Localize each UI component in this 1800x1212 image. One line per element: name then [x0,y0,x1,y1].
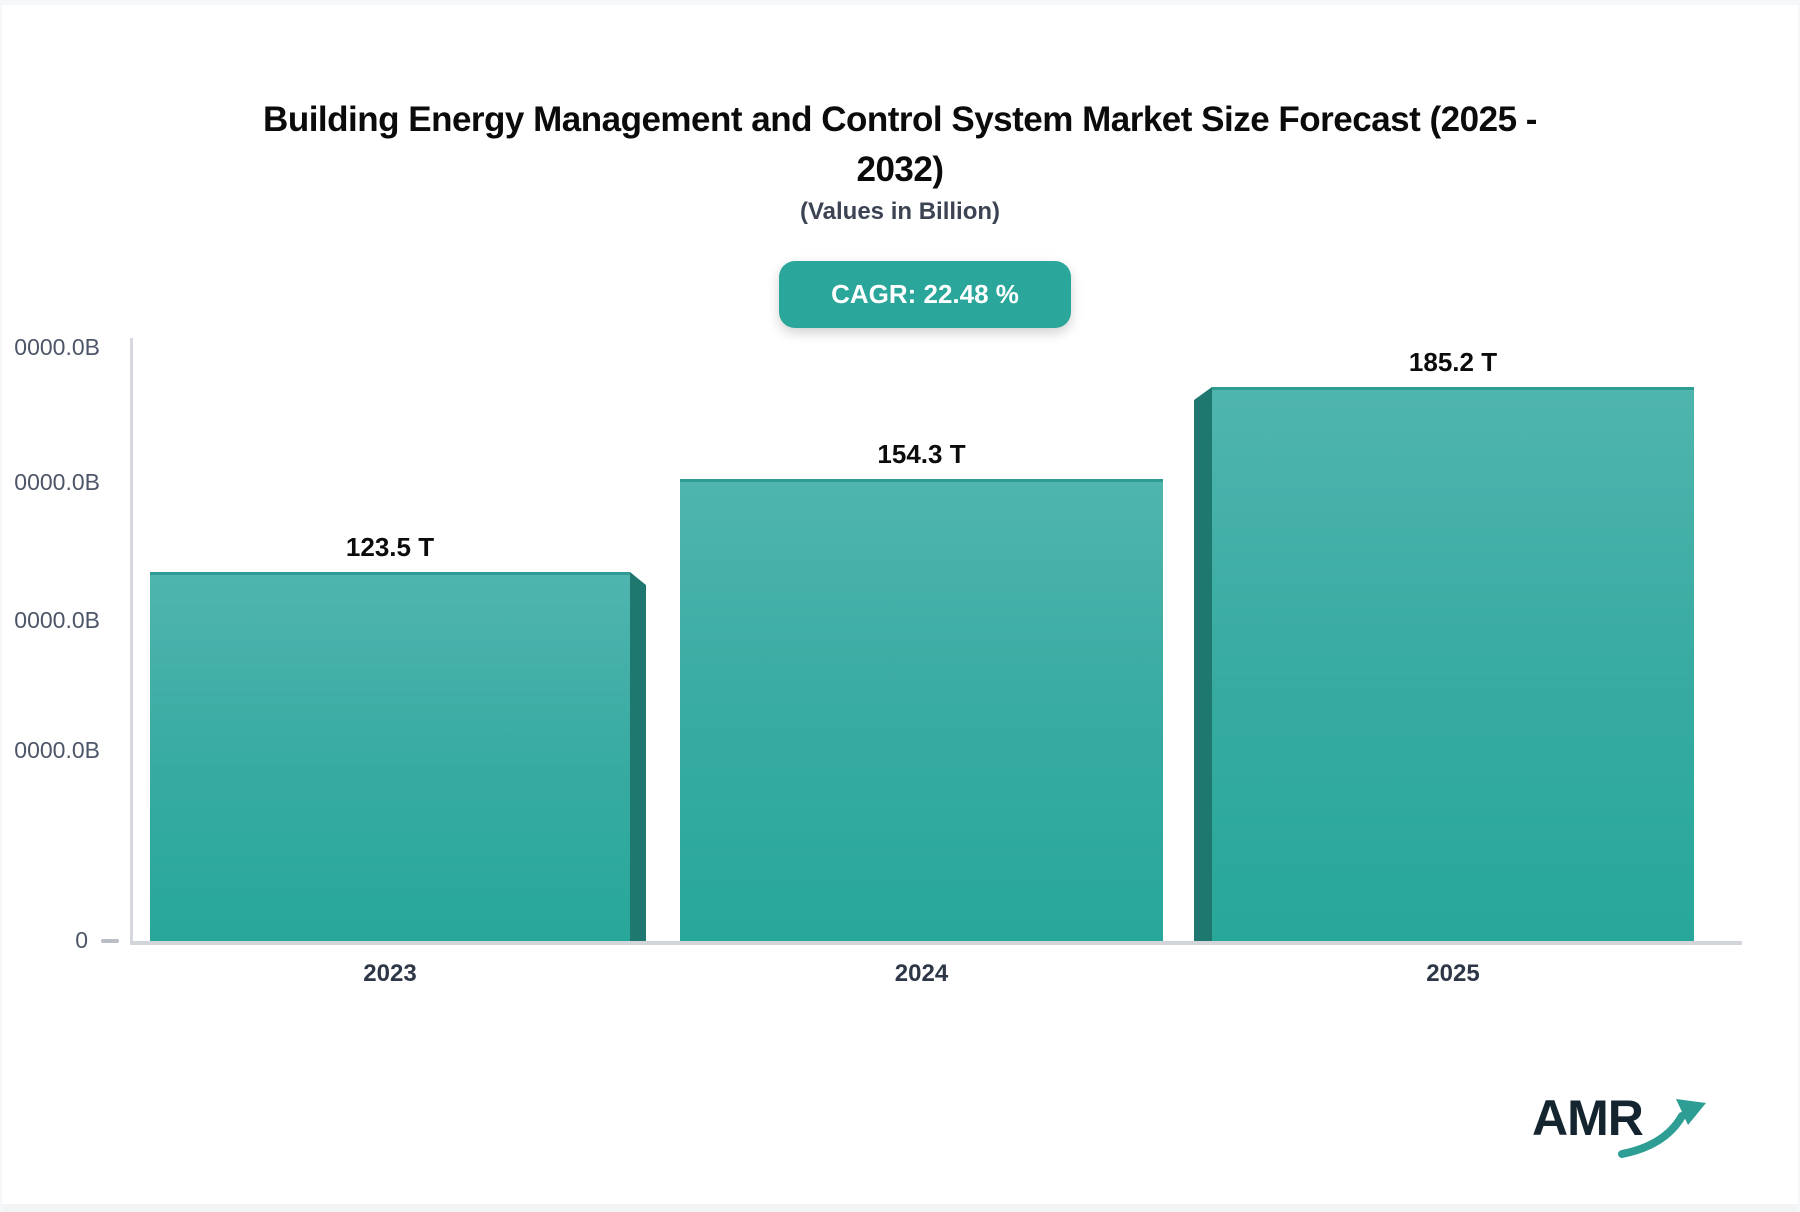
x-axis-category-label: 2023 [363,960,417,987]
bar-value-label: 123.5 T [345,532,435,562]
bar-value-label: 185.2 T [1408,347,1498,377]
bar-face [1212,387,1694,941]
bar-2025: 185.2 T 2025 [1194,347,1694,987]
page-left-border [0,0,2,1212]
page-top-border [0,0,1800,5]
bar-2024: 154.3 T 2024 [680,439,1163,987]
cagr-badge: CAGR: 22.48 % [779,261,1071,328]
brand-logo-text: AMR [1532,1090,1644,1146]
bar-face [680,479,1163,941]
y-axis-tick-label: 0000.0B [14,737,100,763]
page-title-line2: 2032) [856,150,944,189]
chart-subtitle: (Values in Billion) [799,198,1001,225]
page-right-border [1798,0,1800,1212]
y-axis-tick-label: 0000.0B [14,334,100,360]
y-axis-line [130,338,133,941]
x-axis-category-label: 2024 [894,960,949,987]
x-axis-category-label: 2025 [1426,960,1480,987]
x-axis-line [130,941,1742,945]
bar-value-label: 154.3 T [877,439,966,469]
bar-face [150,572,630,941]
page-title-line1: Building Energy Management and Control S… [263,100,1537,139]
bar-2023: 123.5 T 2023 [150,532,646,987]
y-axis-tick-label: 0000.0B [14,469,100,495]
bar-3d-side [1194,387,1212,941]
growth-arrow-icon [1618,1099,1706,1158]
y-axis-zero-label: 0 [75,927,88,953]
page-title: Building Energy Management and Control S… [120,95,1680,195]
y-axis-zero-tick-mark [101,939,119,943]
y-axis-tick-label: 0000.0B [14,607,100,633]
bar-3d-side [630,572,646,941]
page-bottom-border [0,1204,1800,1212]
brand-logo: AMR [1532,1088,1722,1160]
